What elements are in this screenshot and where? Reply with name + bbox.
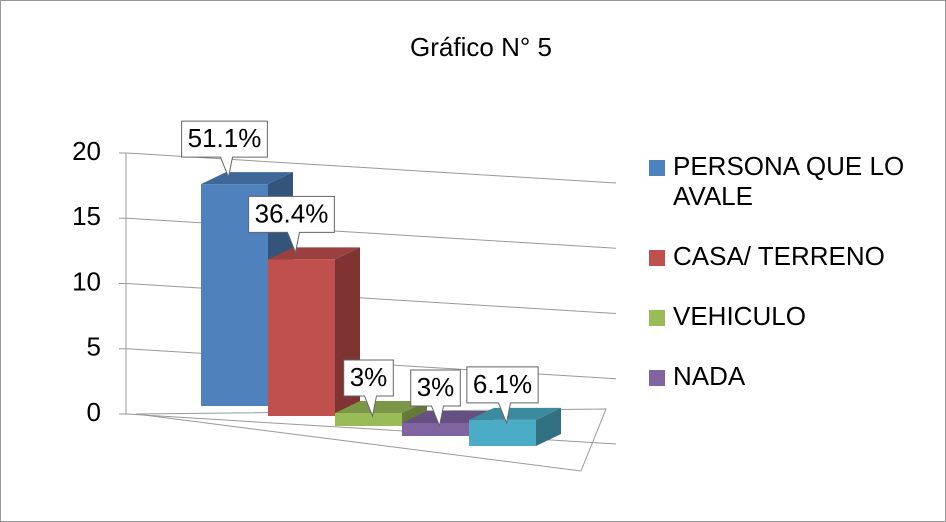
bar-top xyxy=(201,172,293,185)
data-label: 36.4% xyxy=(255,198,329,228)
data-label: 3% xyxy=(350,362,388,392)
y-tick-label: 0 xyxy=(87,397,101,427)
data-label: 3% xyxy=(417,372,455,402)
label-callout xyxy=(410,369,461,428)
label-callout xyxy=(248,195,335,255)
legend-swatch xyxy=(649,160,665,176)
legend-swatch xyxy=(649,250,665,266)
legend-entry: NADA xyxy=(649,361,939,391)
y-tick-label: 10 xyxy=(72,266,101,296)
bar-side xyxy=(402,400,427,426)
bar-front xyxy=(402,422,469,436)
legend-label: CASA/ TERRENO xyxy=(673,241,885,271)
label-callout xyxy=(181,120,268,179)
label-callout xyxy=(466,366,539,425)
data-label: 51.1% xyxy=(188,123,262,153)
bar xyxy=(335,400,427,426)
y-tick-label: 5 xyxy=(87,332,101,362)
legend-swatch xyxy=(649,310,665,326)
legend-swatch xyxy=(649,370,665,386)
label-callout xyxy=(343,359,394,418)
legend-label: VEHICULO xyxy=(673,301,806,331)
bar-front xyxy=(469,419,536,446)
bar-side xyxy=(536,407,561,446)
bar-front xyxy=(335,412,402,426)
legend: PERSONA QUE LO AVALE CASA/ TERRENO VEHICUL… xyxy=(649,151,939,421)
bar-front xyxy=(201,184,268,406)
legend-label: NADA xyxy=(673,361,746,391)
legend-entry: PERSONA QUE LO AVALE xyxy=(649,151,939,211)
bar-top xyxy=(469,407,561,420)
bar-top xyxy=(335,400,427,413)
bar-top xyxy=(268,247,360,260)
y-tick-label: 15 xyxy=(72,201,101,231)
data-label: 6.1% xyxy=(473,369,532,399)
bar-front xyxy=(268,259,335,416)
legend-entry: CASA/ TERRENO xyxy=(649,241,939,271)
y-tick-label: 20 xyxy=(72,136,101,166)
chart-title: Gráfico N° 5 xyxy=(410,32,552,62)
legend-entry: VEHICULO xyxy=(649,301,939,331)
grid-line xyxy=(125,283,617,314)
grid-line xyxy=(125,217,617,249)
bar xyxy=(469,407,561,446)
grid-line xyxy=(125,152,617,184)
legend-label: PERSONA QUE LO AVALE xyxy=(673,151,905,211)
